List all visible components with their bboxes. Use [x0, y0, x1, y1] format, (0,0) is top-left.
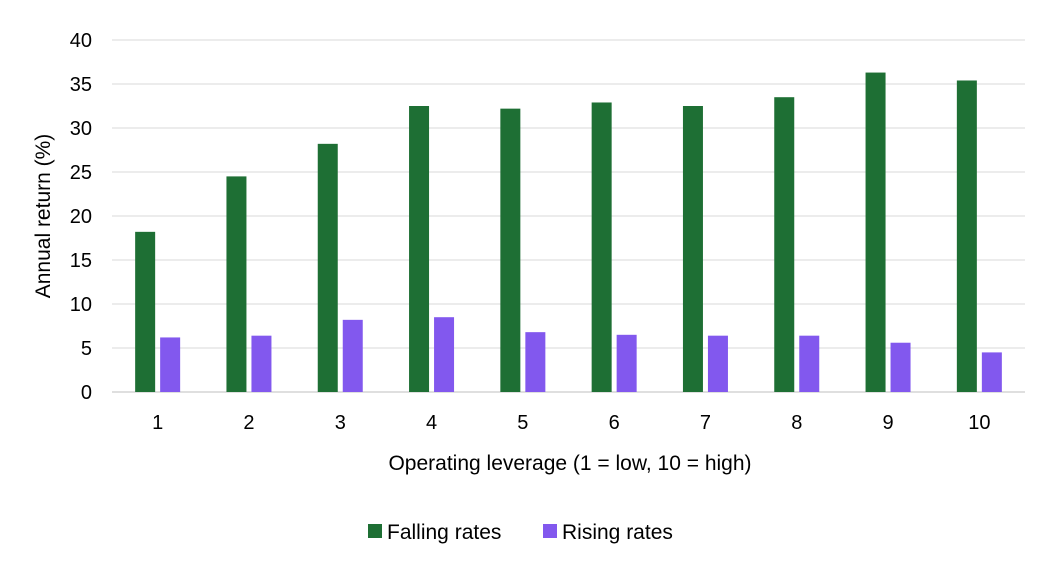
bar-rising-rates-3	[342, 319, 363, 392]
y-tick-label: 0	[81, 382, 92, 404]
bar-rising-rates-5	[525, 332, 546, 392]
legend-item-falling-rates: Falling rates	[368, 521, 501, 544]
y-tick-label: 30	[70, 118, 92, 140]
x-tick-label: 7	[700, 412, 711, 434]
x-tick-label: 1	[152, 412, 163, 434]
bar-falling-rates-7	[682, 106, 703, 392]
legend-swatch-rising-rates	[543, 524, 557, 538]
bar-falling-rates-4	[409, 106, 430, 392]
y-tick-label: 5	[81, 338, 92, 360]
legend-swatch-falling-rates	[368, 524, 382, 538]
bar-falling-rates-2	[226, 176, 247, 392]
gridlines	[112, 39, 1025, 393]
bar-falling-rates-5	[500, 108, 521, 392]
bars	[135, 72, 1002, 392]
bar-rising-rates-2	[251, 335, 272, 392]
y-axis-ticks: 0 5 10 15 20 25 30 35 40	[70, 30, 92, 404]
x-tick-label: 10	[968, 412, 990, 434]
y-tick-label: 25	[70, 162, 92, 184]
x-tick-label: 9	[882, 412, 893, 434]
bar-rising-rates-10	[981, 352, 1002, 392]
bar-falling-rates-6	[591, 102, 612, 392]
x-tick-label: 5	[517, 412, 528, 434]
bar-rising-rates-1	[160, 337, 181, 392]
bar-rising-rates-7	[707, 335, 728, 392]
x-tick-label: 3	[335, 412, 346, 434]
legend: Falling rates Rising rates	[368, 521, 673, 544]
bar-rising-rates-9	[890, 342, 911, 392]
y-tick-label: 20	[70, 206, 92, 228]
bar-rising-rates-6	[616, 334, 637, 392]
bar-falling-rates-3	[317, 143, 338, 392]
x-tick-label: 8	[791, 412, 802, 434]
legend-label-falling-rates: Falling rates	[387, 521, 501, 544]
x-tick-label: 6	[609, 412, 620, 434]
y-tick-label: 35	[70, 74, 92, 96]
bar-rising-rates-4	[434, 317, 455, 392]
legend-item-rising-rates: Rising rates	[543, 521, 673, 544]
bar-falling-rates-10	[956, 80, 977, 392]
bar-rising-rates-8	[799, 335, 820, 392]
x-axis-title: Operating leverage (1 = low, 10 = high)	[388, 452, 751, 475]
x-tick-label: 2	[243, 412, 254, 434]
y-tick-label: 15	[70, 250, 92, 272]
y-axis-title: Annual return (%)	[32, 134, 55, 299]
x-axis-ticks: 1 2 3 4 5 6 7 8 9 10	[152, 412, 990, 434]
legend-label-rising-rates: Rising rates	[562, 521, 673, 544]
y-tick-label: 10	[70, 294, 92, 316]
y-tick-label: 40	[70, 30, 92, 52]
bar-falling-rates-8	[774, 97, 795, 392]
bar-falling-rates-9	[865, 72, 886, 392]
x-tick-label: 4	[426, 412, 437, 434]
bar-falling-rates-1	[135, 231, 156, 392]
